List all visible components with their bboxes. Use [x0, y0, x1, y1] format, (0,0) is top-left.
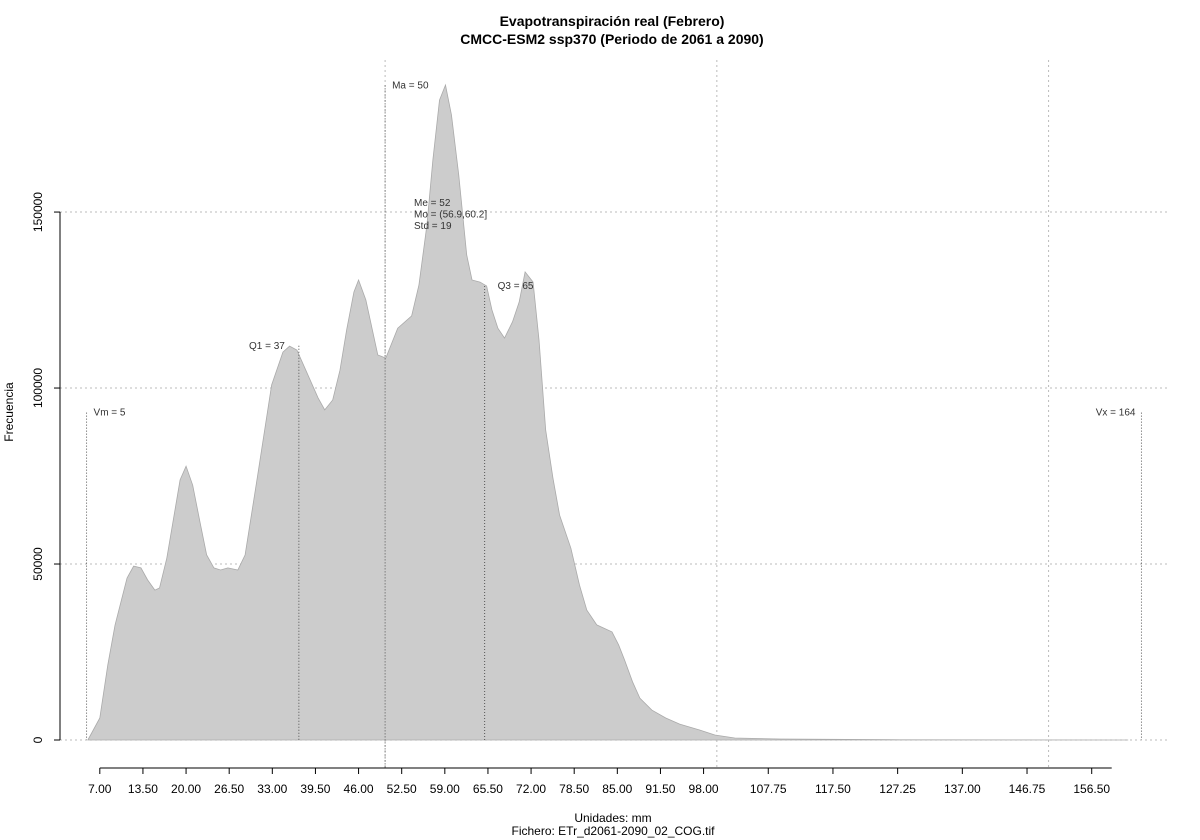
x-tick-label: 91.50 [645, 782, 675, 796]
x-tick-label: 59.00 [430, 782, 460, 796]
x-tick-label: 156.50 [1073, 782, 1110, 796]
stat-label: Me = 52 [414, 198, 451, 209]
x-tick-label: 26.50 [214, 782, 244, 796]
x-tick-label: 46.00 [344, 782, 374, 796]
x-tick-label: 146.75 [1009, 782, 1046, 796]
x-tick-label: 98.00 [689, 782, 719, 796]
x-tick-label: 137.00 [944, 782, 981, 796]
x-tick-label: 13.50 [128, 782, 158, 796]
y-axis-label: Frecuencia [2, 382, 16, 442]
y-tick-label: 50000 [31, 547, 45, 581]
chart-title: Evapotranspiración real (Febrero) [500, 13, 725, 29]
x-tick-label: 107.75 [750, 782, 787, 796]
x-tick-label: 85.00 [602, 782, 632, 796]
y-tick-label: 150000 [31, 192, 45, 232]
x-tick-label: 52.50 [387, 782, 417, 796]
x-tick-label: 127.25 [879, 782, 916, 796]
chart-subtitle: CMCC-ESM2 ssp370 (Periodo de 2061 a 2090… [460, 31, 763, 47]
x-tick-label: 33.00 [257, 782, 287, 796]
y-tick-label: 100000 [31, 368, 45, 408]
x-tick-label: 117.50 [815, 782, 851, 796]
annotation-label: Q1 = 37 [249, 341, 285, 352]
x-tick-label: 20.00 [171, 782, 201, 796]
annotation-label: Q3 = 65 [498, 281, 534, 292]
annotation-label: Vx = 164 [1096, 408, 1136, 419]
y-tick-label: 0 [31, 736, 45, 743]
x-axis-label: Unidades: mm [574, 811, 651, 825]
footer: Fichero: ETr_d2061-2090_02_COG.tif [512, 824, 716, 838]
x-tick-label: 78.50 [559, 782, 589, 796]
annotation-label: Vm = 5 [94, 408, 126, 419]
density-area [87, 83, 1129, 741]
x-tick-label: 39.50 [300, 782, 330, 796]
stat-label: Std = 19 [414, 221, 452, 232]
annotation-label: Ma = 50 [392, 80, 429, 91]
stat-label: Mo = (56.9,60.2] [414, 210, 487, 221]
x-tick-label: 7.00 [88, 782, 112, 796]
x-tick-label: 72.00 [516, 782, 546, 796]
x-tick-label: 65.50 [473, 782, 503, 796]
